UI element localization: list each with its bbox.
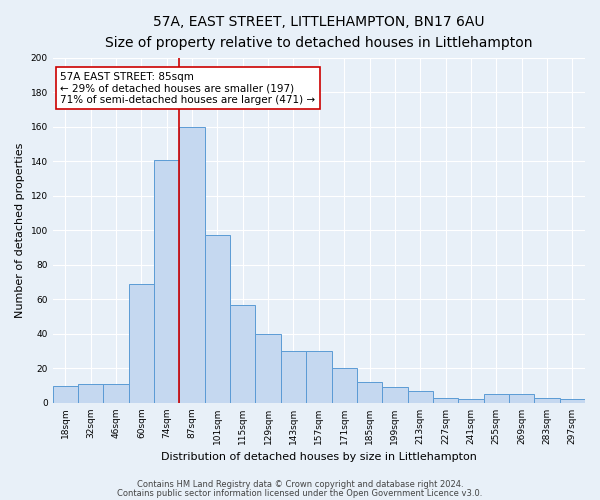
Bar [53, 386, 78, 403]
Bar [560, 400, 585, 403]
Bar [484, 394, 509, 403]
X-axis label: Distribution of detached houses by size in Littlehampton: Distribution of detached houses by size … [161, 452, 477, 462]
Bar [433, 398, 458, 403]
Bar [103, 384, 129, 403]
Y-axis label: Number of detached properties: Number of detached properties [15, 142, 25, 318]
Bar [154, 160, 179, 403]
Bar [332, 368, 357, 403]
Bar [179, 127, 205, 403]
Text: Contains public sector information licensed under the Open Government Licence v3: Contains public sector information licen… [118, 488, 482, 498]
Bar [382, 388, 407, 403]
Bar [407, 391, 433, 403]
Bar [281, 351, 306, 403]
Bar [230, 304, 256, 403]
Title: 57A, EAST STREET, LITTLEHAMPTON, BN17 6AU
Size of property relative to detached : 57A, EAST STREET, LITTLEHAMPTON, BN17 6A… [105, 15, 533, 50]
Bar [78, 384, 103, 403]
Bar [509, 394, 535, 403]
Bar [129, 284, 154, 403]
Bar [205, 236, 230, 403]
Bar [306, 351, 332, 403]
Bar [535, 398, 560, 403]
Bar [256, 334, 281, 403]
Text: Contains HM Land Registry data © Crown copyright and database right 2024.: Contains HM Land Registry data © Crown c… [137, 480, 463, 489]
Bar [357, 382, 382, 403]
Text: 57A EAST STREET: 85sqm
← 29% of detached houses are smaller (197)
71% of semi-de: 57A EAST STREET: 85sqm ← 29% of detached… [60, 72, 316, 104]
Bar [458, 400, 484, 403]
